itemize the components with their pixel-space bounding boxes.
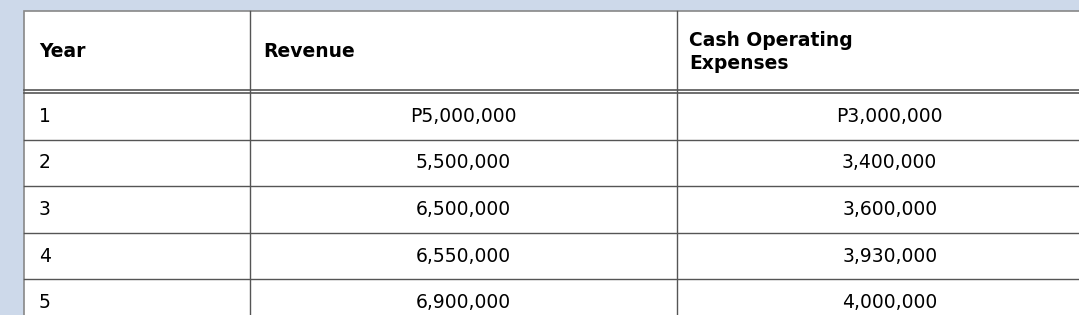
Text: 5: 5 <box>39 293 51 312</box>
Text: 2: 2 <box>39 153 51 172</box>
Text: 5,500,000: 5,500,000 <box>415 153 511 172</box>
Text: 4: 4 <box>39 247 51 266</box>
Text: 3,400,000: 3,400,000 <box>842 153 938 172</box>
Text: 4,000,000: 4,000,000 <box>842 293 938 312</box>
Text: 3,930,000: 3,930,000 <box>842 247 938 266</box>
Text: 6,900,000: 6,900,000 <box>415 293 511 312</box>
Text: 6,500,000: 6,500,000 <box>415 200 511 219</box>
Text: Cash Operating
Expenses: Cash Operating Expenses <box>689 31 853 73</box>
Text: P5,000,000: P5,000,000 <box>410 107 517 126</box>
Text: Revenue: Revenue <box>263 43 355 61</box>
Text: 3: 3 <box>39 200 51 219</box>
Text: 6,550,000: 6,550,000 <box>415 247 511 266</box>
Text: P3,000,000: P3,000,000 <box>836 107 943 126</box>
Text: Year: Year <box>39 43 85 61</box>
Text: 3,600,000: 3,600,000 <box>842 200 938 219</box>
Text: 1: 1 <box>39 107 51 126</box>
